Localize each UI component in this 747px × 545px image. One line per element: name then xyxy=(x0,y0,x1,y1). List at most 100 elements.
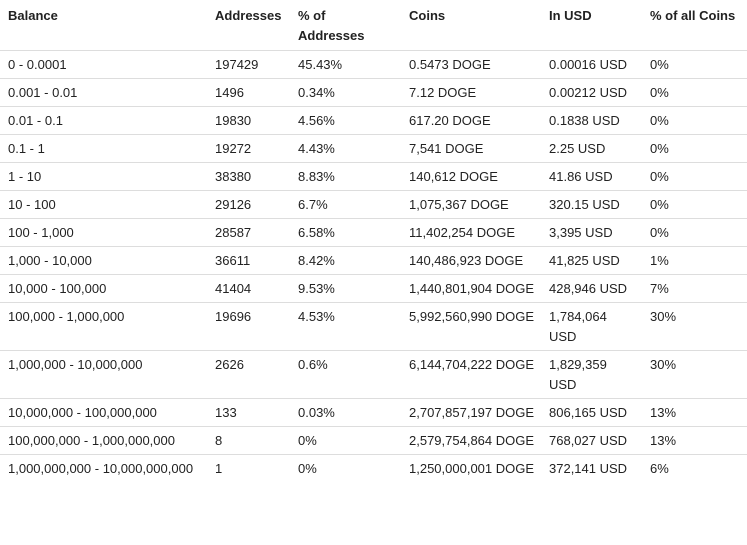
pct-addresses-cell: 6.58% xyxy=(290,218,401,247)
coins-cell: 11,402,254 DOGE xyxy=(401,218,541,247)
pct-coins-cell: 30% xyxy=(642,350,747,399)
addresses-cell: 8 xyxy=(207,426,290,455)
pct-addresses-cell: 0.34% xyxy=(290,78,401,107)
coins-cell: 1,075,367 DOGE xyxy=(401,190,541,219)
balance-cell: 0 - 0.0001 xyxy=(8,57,67,72)
usd-cell: 428,946 USD xyxy=(541,274,642,303)
balance-cell: 100,000,000 - 1,000,000,000 xyxy=(0,426,207,455)
usd-cell: 41.86 USD xyxy=(541,162,642,191)
pct-addresses-cell: 6.7% xyxy=(290,190,401,219)
coins-cell: 140,612 DOGE xyxy=(401,162,541,191)
table-row: 0.01 - 0.1 19830 4.56% 617.20 DOGE 0.1838 US… xyxy=(0,106,747,135)
addresses-cell: 29126 xyxy=(207,190,290,219)
pct-addresses-cell: 4.56% xyxy=(290,106,401,135)
addresses-cell: 19272 xyxy=(207,134,290,163)
addresses-cell: 38380 xyxy=(207,162,290,191)
pct-coins-cell: 0% xyxy=(642,78,747,107)
usd-cell: 0.1838 USD xyxy=(541,106,642,135)
usd-cell: 1,829,359 USD xyxy=(541,350,642,399)
pct-coins-cell: 30% xyxy=(642,302,747,351)
pct-addresses-column-header: % of Addresses xyxy=(290,0,401,51)
addresses-cell: 19830 xyxy=(207,106,290,135)
table-row: 10,000 - 100,000 41404 9.53% 1,440,801,904 … xyxy=(0,274,747,303)
usd-cell: 0.00016 USD xyxy=(549,57,628,72)
pct-coins-cell: 0% xyxy=(642,134,747,163)
usd-cell: 3,395 USD xyxy=(541,218,642,247)
coins-cell: 1,250,000,001 DOGE xyxy=(401,454,541,482)
balance-cell: 10 - 100 xyxy=(0,190,207,219)
balance-cell: 0.001 - 0.01 xyxy=(0,78,207,107)
addresses-cell: 197429 xyxy=(215,57,259,72)
balance-cell: 10,000 - 100,000 xyxy=(0,274,207,303)
usd-cell: 372,141 USD xyxy=(541,454,642,482)
table-row: 100,000,000 - 1,000,000,000 8 0% 2,579,754,… xyxy=(0,426,747,455)
usd-cell: 2.25 USD xyxy=(541,134,642,163)
addresses-cell: 41404 xyxy=(207,274,290,303)
pct-addresses-cell: 45.43% xyxy=(298,57,343,72)
balance-cell: 100,000 - 1,000,000 xyxy=(0,302,207,351)
balance-cell: 1,000 - 10,000 xyxy=(0,246,207,275)
table-row: 10 - 100 29126 6.7% 1,075,367 DOGE 320.15 US… xyxy=(0,190,747,219)
header-row: Balance Addresses % of Addresses Coins I… xyxy=(0,0,747,51)
coins-cell: 7.12 DOGE xyxy=(401,78,541,107)
table-row: 100,000 - 1,000,000 19696 4.53% 5,992,560,9… xyxy=(0,302,747,351)
pct-coins-cell: 7% xyxy=(642,274,747,303)
pct-coins-cell: 0% xyxy=(650,57,669,72)
pct-addresses-cell: 9.53% xyxy=(290,274,401,303)
pct-coins-cell: 0% xyxy=(642,218,747,247)
addresses-cell: 133 xyxy=(207,398,290,427)
pct-all-coins-column-header: % of all Coins xyxy=(642,0,747,51)
pct-coins-cell: 1% xyxy=(642,246,747,275)
pct-addresses-cell: 8.42% xyxy=(290,246,401,275)
pct-addresses-cell: 0% xyxy=(290,426,401,455)
table-row: 0.001 - 0.01 1496 0.34% 7.12 DOGE 0.00212 US… xyxy=(0,78,747,107)
pct-addresses-cell: 4.53% xyxy=(290,302,401,351)
balance-cell: 1,000,000 - 10,000,000 xyxy=(0,350,207,399)
addresses-cell: 36611 xyxy=(207,246,290,275)
usd-cell: 41,825 USD xyxy=(541,246,642,275)
pct-coins-cell: 13% xyxy=(642,426,747,455)
coins-cell: 2,579,754,864 DOGE xyxy=(401,426,541,455)
table-row: 1,000,000,000 - 10,000,000,000 1 0% 1,250,0… xyxy=(0,454,747,482)
table-body: 0 - 0.0001 197429 45.43% 0.5473 DOGE 0.00016… xyxy=(0,51,747,482)
balance-column-header: Balance xyxy=(0,0,207,51)
usd-column-header: In USD xyxy=(541,0,642,51)
balance-cell: 1,000,000,000 - 10,000,000,000 xyxy=(0,454,207,482)
pct-addresses-cell: 8.83% xyxy=(290,162,401,191)
usd-cell: 0.00212 USD xyxy=(541,78,642,107)
pct-addresses-cell: 0.03% xyxy=(290,398,401,427)
balance-cell: 10,000,000 - 100,000,000 xyxy=(0,398,207,427)
table-row: 0 - 0.0001 197429 45.43% 0.5473 DOGE 0.00016… xyxy=(0,51,747,79)
coins-cell: 1,440,801,904 DOGE xyxy=(401,274,541,303)
usd-cell: 806,165 USD xyxy=(541,398,642,427)
addresses-cell: 28587 xyxy=(207,218,290,247)
coins-column-header: Coins xyxy=(401,0,541,51)
table-row: 1 - 10 38380 8.83% 140,612 DOGE 41.86 USD 0% xyxy=(0,162,747,191)
pct-coins-cell: 0% xyxy=(642,190,747,219)
pct-addresses-cell: 0% xyxy=(290,454,401,482)
coins-cell: 140,486,923 DOGE xyxy=(401,246,541,275)
table-header: Balance Addresses % of Addresses Coins I… xyxy=(0,0,747,51)
balance-distribution-table: Balance Addresses % of Addresses Coins I… xyxy=(0,0,747,482)
addresses-cell: 2626 xyxy=(207,350,290,399)
coins-cell: 617.20 DOGE xyxy=(401,106,541,135)
balance-cell: 0.01 - 0.1 xyxy=(0,106,207,135)
pct-coins-cell: 0% xyxy=(642,106,747,135)
usd-cell: 320.15 USD xyxy=(541,190,642,219)
coins-cell: 0.5473 DOGE xyxy=(409,57,491,72)
table-row: 100 - 1,000 28587 6.58% 11,402,254 DOGE 3,39… xyxy=(0,218,747,247)
balance-cell: 1 - 10 xyxy=(0,162,207,191)
table-row: 1,000,000 - 10,000,000 2626 0.6% 6,144,704,… xyxy=(0,350,747,399)
coins-cell: 7,541 DOGE xyxy=(401,134,541,163)
pct-coins-cell: 0% xyxy=(642,162,747,191)
balance-cell: 100 - 1,000 xyxy=(0,218,207,247)
balance-cell: 0.1 - 1 xyxy=(0,134,207,163)
table-row: 10,000,000 - 100,000,000 133 0.03% 2,707,85… xyxy=(0,398,747,427)
usd-cell: 1,784,064 USD xyxy=(541,302,642,351)
table-row: 0.1 - 1 19272 4.43% 7,541 DOGE 2.25 USD 0% xyxy=(0,134,747,163)
addresses-cell: 1496 xyxy=(207,78,290,107)
coins-cell: 6,144,704,222 DOGE xyxy=(401,350,541,399)
pct-addresses-cell: 0.6% xyxy=(290,350,401,399)
pct-coins-cell: 13% xyxy=(642,398,747,427)
usd-cell: 768,027 USD xyxy=(541,426,642,455)
